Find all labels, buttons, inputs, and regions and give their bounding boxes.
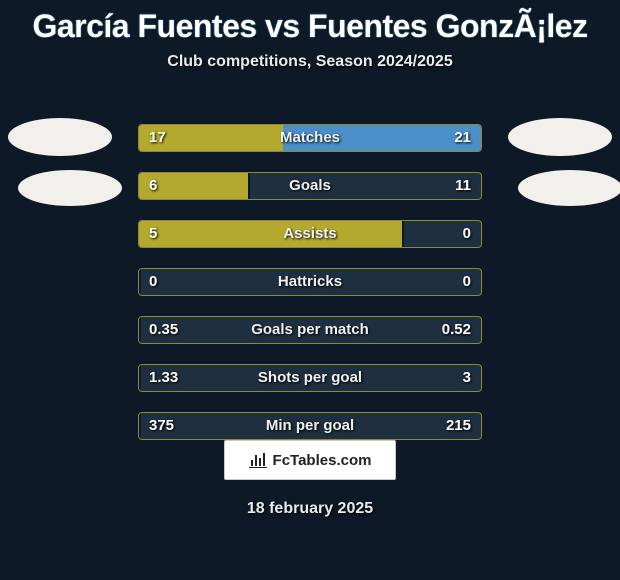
stat-rows: 1721Matches 611Goals 50Assists 00Hattricks 0… [138,124,482,460]
player1-club-badge [18,170,122,206]
stat-label: Min per goal [139,413,481,439]
stat-row: 00Hattricks [138,268,482,296]
stat-label: Matches [139,125,481,151]
stat-label: Hattricks [139,269,481,295]
stat-label: Goals per match [139,317,481,343]
date-text: 18 february 2025 [0,500,620,518]
player2-club-badge [518,170,620,206]
chart-icon [249,452,267,468]
page-title: García Fuentes vs Fuentes GonzÃ¡lez [0,0,620,45]
subtitle: Club competitions, Season 2024/2025 [0,53,620,71]
brand-text: FcTables.com [273,452,372,469]
brand-badge: FcTables.com [224,440,396,480]
stat-label: Shots per goal [139,365,481,391]
player1-photo [8,118,112,156]
stat-row: 0.350.52Goals per match [138,316,482,344]
stat-label: Assists [139,221,481,247]
stat-label: Goals [139,173,481,199]
player2-photo [508,118,612,156]
stat-row: 50Assists [138,220,482,248]
stat-row: 1.333Shots per goal [138,364,482,392]
stat-row: 375215Min per goal [138,412,482,440]
stat-row: 611Goals [138,172,482,200]
stat-row: 1721Matches [138,124,482,152]
